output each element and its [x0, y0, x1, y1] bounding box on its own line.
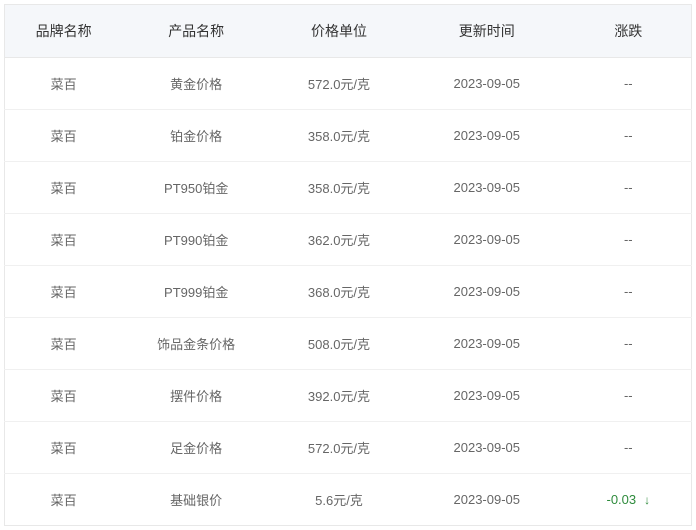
cell-time: 2023-09-05 — [408, 266, 566, 318]
table-row: 菜百饰品金条价格508.0元/克2023-09-05-- — [5, 318, 692, 370]
table-row: 菜百摆件价格392.0元/克2023-09-05-- — [5, 370, 692, 422]
cell-price: 572.0元/克 — [270, 422, 408, 474]
cell-price: 508.0元/克 — [270, 318, 408, 370]
cell-product: 饰品金条价格 — [122, 318, 270, 370]
header-brand: 品牌名称 — [5, 5, 123, 58]
cell-change: -- — [566, 110, 692, 162]
header-row: 品牌名称 产品名称 价格单位 更新时间 涨跌 — [5, 5, 692, 58]
cell-change: -- — [566, 318, 692, 370]
arrow-down-icon: ↓ — [644, 493, 650, 507]
cell-time: 2023-09-05 — [408, 422, 566, 474]
cell-brand: 菜百 — [5, 58, 123, 110]
table-row: 菜百黄金价格572.0元/克2023-09-05-- — [5, 58, 692, 110]
cell-product: PT990铂金 — [122, 214, 270, 266]
cell-change: -- — [566, 370, 692, 422]
header-price: 价格单位 — [270, 5, 408, 58]
cell-change: -- — [566, 58, 692, 110]
cell-product: 黄金价格 — [122, 58, 270, 110]
cell-brand: 菜百 — [5, 370, 123, 422]
cell-price: 5.6元/克 — [270, 474, 408, 526]
table-row: 菜百基础银价5.6元/克2023-09-05 -0.03 ↓ — [5, 474, 692, 526]
cell-product: 足金价格 — [122, 422, 270, 474]
header-time: 更新时间 — [408, 5, 566, 58]
header-product: 产品名称 — [122, 5, 270, 58]
cell-time: 2023-09-05 — [408, 214, 566, 266]
cell-brand: 菜百 — [5, 474, 123, 526]
table-body: 菜百黄金价格572.0元/克2023-09-05--菜百铂金价格358.0元/克… — [5, 58, 692, 526]
cell-brand: 菜百 — [5, 214, 123, 266]
cell-product: PT999铂金 — [122, 266, 270, 318]
table-header: 品牌名称 产品名称 价格单位 更新时间 涨跌 — [5, 5, 692, 58]
cell-time: 2023-09-05 — [408, 58, 566, 110]
change-value: -0.03 — [606, 492, 636, 507]
cell-brand: 菜百 — [5, 110, 123, 162]
cell-change: -- — [566, 214, 692, 266]
cell-price: 368.0元/克 — [270, 266, 408, 318]
header-change: 涨跌 — [566, 5, 692, 58]
cell-price: 358.0元/克 — [270, 110, 408, 162]
cell-price: 358.0元/克 — [270, 162, 408, 214]
price-table: 品牌名称 产品名称 价格单位 更新时间 涨跌 菜百黄金价格572.0元/克202… — [4, 4, 692, 526]
cell-time: 2023-09-05 — [408, 162, 566, 214]
cell-product: 基础银价 — [122, 474, 270, 526]
cell-time: 2023-09-05 — [408, 110, 566, 162]
cell-brand: 菜百 — [5, 422, 123, 474]
cell-change: -- — [566, 162, 692, 214]
table-row: 菜百PT999铂金368.0元/克2023-09-05-- — [5, 266, 692, 318]
cell-product: 摆件价格 — [122, 370, 270, 422]
cell-time: 2023-09-05 — [408, 370, 566, 422]
cell-product: 铂金价格 — [122, 110, 270, 162]
table-row: 菜百足金价格572.0元/克2023-09-05-- — [5, 422, 692, 474]
table-row: 菜百PT950铂金358.0元/克2023-09-05-- — [5, 162, 692, 214]
cell-time: 2023-09-05 — [408, 318, 566, 370]
cell-time: 2023-09-05 — [408, 474, 566, 526]
cell-price: 362.0元/克 — [270, 214, 408, 266]
cell-brand: 菜百 — [5, 318, 123, 370]
cell-price: 572.0元/克 — [270, 58, 408, 110]
table-row: 菜百铂金价格358.0元/克2023-09-05-- — [5, 110, 692, 162]
cell-change: -- — [566, 422, 692, 474]
cell-product: PT950铂金 — [122, 162, 270, 214]
table-row: 菜百PT990铂金362.0元/克2023-09-05-- — [5, 214, 692, 266]
cell-brand: 菜百 — [5, 266, 123, 318]
cell-brand: 菜百 — [5, 162, 123, 214]
cell-price: 392.0元/克 — [270, 370, 408, 422]
cell-change: -- — [566, 266, 692, 318]
cell-change: -0.03 ↓ — [566, 474, 692, 526]
